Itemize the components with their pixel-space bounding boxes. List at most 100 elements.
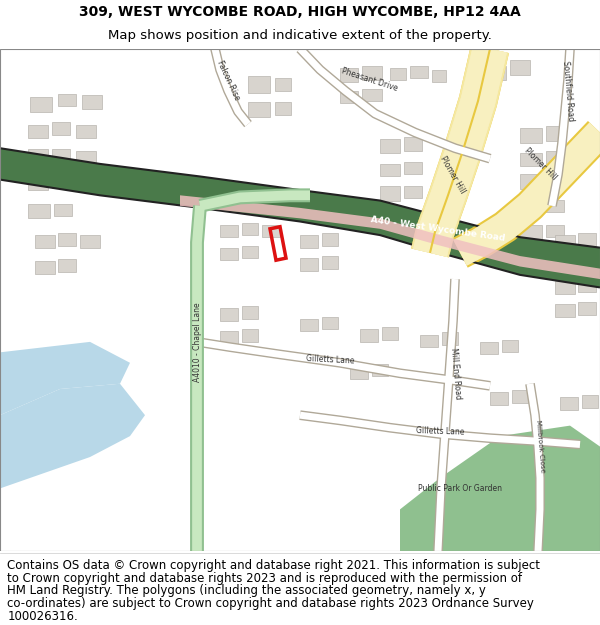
- Bar: [28, 204, 50, 218]
- Text: Gilletts Lane: Gilletts Lane: [305, 354, 355, 366]
- Bar: [555, 256, 575, 271]
- Bar: [546, 199, 564, 212]
- Bar: [420, 334, 438, 347]
- Bar: [362, 89, 382, 101]
- Text: co-ordinates) are subject to Crown copyright and database rights 2023 Ordnance S: co-ordinates) are subject to Crown copyr…: [7, 598, 534, 611]
- Text: 100026316.: 100026316.: [7, 610, 78, 623]
- Text: Southfield Road: Southfield Road: [561, 60, 575, 121]
- Polygon shape: [400, 426, 600, 551]
- Bar: [30, 97, 52, 111]
- Text: Gilletts Lane: Gilletts Lane: [416, 426, 464, 436]
- Bar: [560, 398, 578, 410]
- Bar: [362, 66, 382, 80]
- Text: A40 - West Wycombe Road: A40 - West Wycombe Road: [105, 152, 241, 180]
- Bar: [372, 364, 388, 376]
- Text: HM Land Registry. The polygons (including the associated geometry, namely x, y: HM Land Registry. The polygons (includin…: [7, 584, 486, 598]
- Bar: [242, 246, 258, 258]
- Bar: [404, 186, 422, 199]
- Bar: [248, 76, 270, 92]
- Bar: [76, 125, 96, 138]
- Bar: [578, 256, 596, 269]
- Text: Plomer Hill: Plomer Hill: [522, 146, 558, 182]
- Text: to Crown copyright and database rights 2023 and is reproduced with the permissio: to Crown copyright and database rights 2…: [7, 571, 522, 584]
- Bar: [28, 149, 48, 164]
- Text: Plomer Hill: Plomer Hill: [439, 154, 467, 194]
- Bar: [578, 233, 596, 246]
- Text: A4010 - Chapel Lane: A4010 - Chapel Lane: [193, 302, 202, 382]
- Text: 309, WEST WYCOMBE ROAD, HIGH WYCOMBE, HP12 4AA: 309, WEST WYCOMBE ROAD, HIGH WYCOMBE, HP…: [79, 5, 521, 19]
- Bar: [54, 204, 72, 216]
- Text: Contains OS data © Crown copyright and database right 2021. This information is : Contains OS data © Crown copyright and d…: [7, 559, 540, 572]
- Bar: [220, 248, 238, 260]
- Bar: [275, 102, 291, 115]
- Bar: [390, 68, 406, 80]
- Bar: [300, 319, 318, 331]
- Bar: [512, 390, 528, 402]
- Bar: [520, 153, 542, 166]
- Bar: [52, 176, 70, 188]
- Bar: [300, 235, 318, 248]
- Text: Mill End Road: Mill End Road: [449, 347, 463, 399]
- Bar: [52, 149, 70, 162]
- Bar: [220, 308, 238, 321]
- Bar: [322, 256, 338, 269]
- Bar: [76, 151, 96, 166]
- Bar: [555, 281, 575, 294]
- Bar: [275, 78, 291, 91]
- Polygon shape: [0, 384, 145, 489]
- Bar: [322, 317, 338, 329]
- Bar: [300, 258, 318, 271]
- Bar: [322, 233, 338, 246]
- Bar: [248, 102, 270, 117]
- Bar: [382, 328, 398, 340]
- Text: Public Park Or Garden: Public Park Or Garden: [418, 484, 502, 493]
- Bar: [442, 332, 458, 345]
- Bar: [82, 95, 102, 109]
- Bar: [546, 174, 564, 187]
- Bar: [490, 392, 508, 405]
- Bar: [58, 94, 76, 106]
- Polygon shape: [0, 148, 600, 288]
- Text: Falcon Rise: Falcon Rise: [215, 59, 241, 101]
- Bar: [546, 126, 564, 141]
- Bar: [410, 66, 428, 78]
- Polygon shape: [0, 342, 130, 415]
- Bar: [432, 69, 446, 82]
- Text: A40 - West Wycombe Road: A40 - West Wycombe Road: [370, 215, 506, 242]
- Bar: [480, 342, 498, 354]
- Bar: [520, 202, 542, 214]
- Bar: [340, 91, 358, 103]
- Bar: [35, 235, 55, 248]
- Bar: [28, 125, 48, 138]
- Bar: [555, 304, 575, 317]
- Bar: [58, 259, 76, 272]
- Bar: [404, 137, 422, 151]
- Polygon shape: [180, 195, 600, 279]
- Bar: [502, 340, 518, 352]
- Bar: [578, 279, 596, 292]
- Bar: [52, 122, 70, 134]
- Text: Pheasant Drive: Pheasant Drive: [341, 67, 399, 94]
- Bar: [520, 174, 542, 189]
- Bar: [35, 261, 55, 274]
- Bar: [380, 164, 400, 176]
- Bar: [242, 306, 258, 319]
- Bar: [582, 395, 598, 408]
- Bar: [490, 66, 506, 80]
- Bar: [242, 329, 258, 342]
- Bar: [380, 139, 400, 153]
- Bar: [546, 224, 564, 237]
- Bar: [555, 235, 575, 248]
- Bar: [350, 366, 368, 379]
- Bar: [28, 177, 48, 190]
- Bar: [520, 224, 542, 239]
- Bar: [380, 186, 400, 201]
- Bar: [340, 68, 358, 82]
- Bar: [80, 235, 100, 248]
- Bar: [546, 151, 564, 164]
- Bar: [520, 128, 542, 143]
- Bar: [404, 162, 422, 174]
- Bar: [220, 331, 238, 344]
- Bar: [242, 222, 258, 235]
- Bar: [58, 233, 76, 246]
